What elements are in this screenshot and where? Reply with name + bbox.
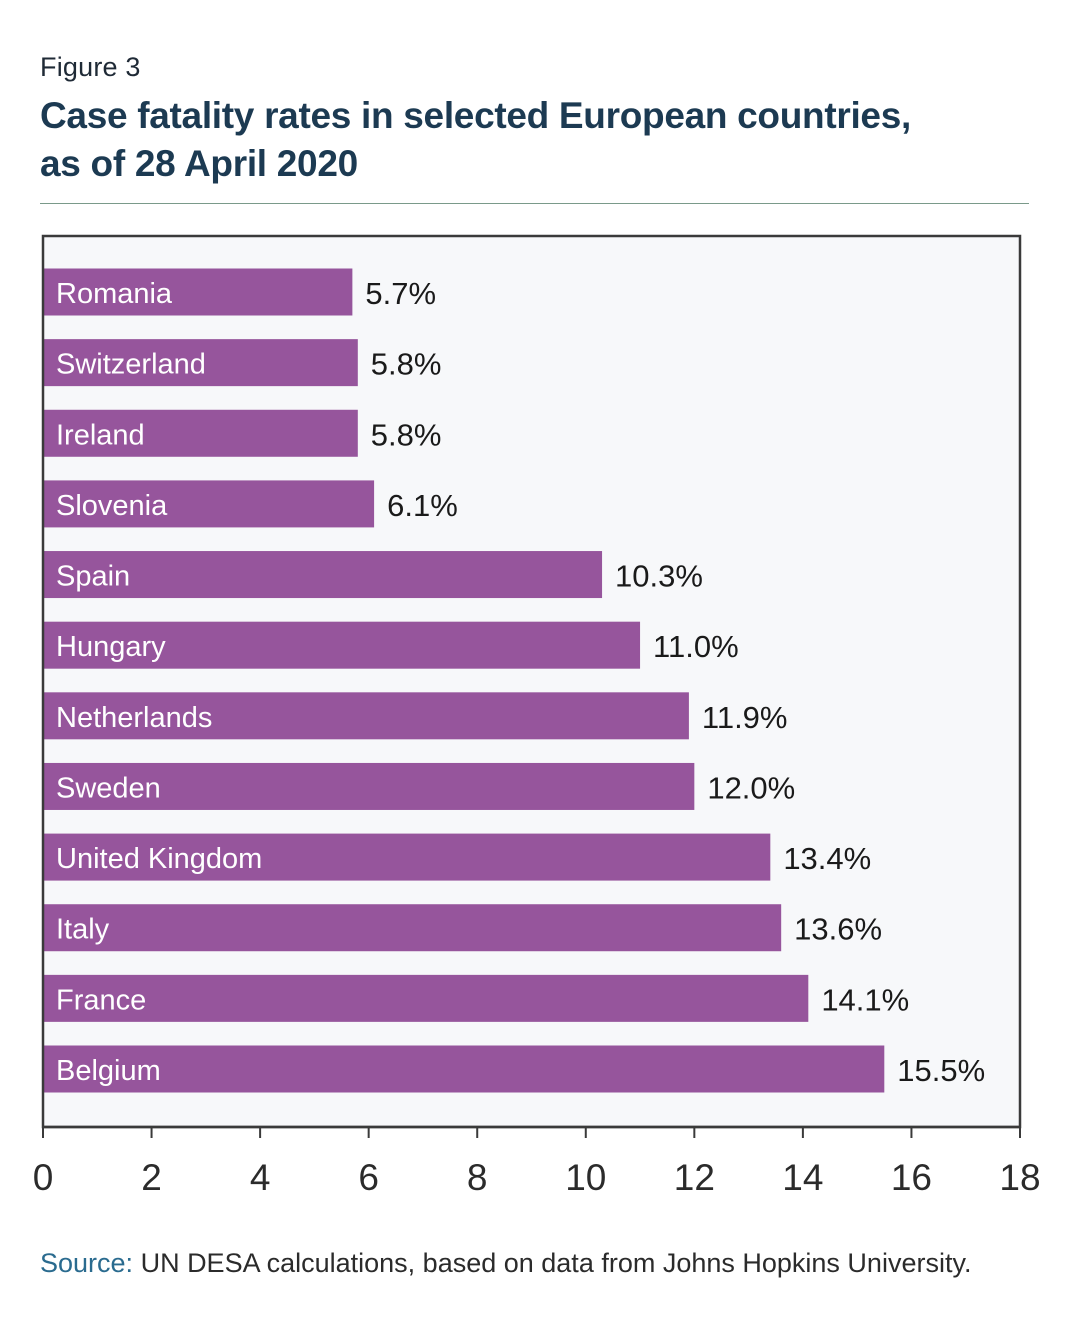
source-note: Source: UN DESA calculations, based on d… [40,1248,971,1279]
bar-category-label: Romania [56,278,173,310]
bar-category-label: Switzerland [56,349,206,381]
bar-group-sweden: Sweden 12.0% [43,762,795,810]
x-tick-label: 0 [33,1157,54,1198]
bar-value-label: 10.3% [615,559,703,594]
bar-category-label: Netherlands [56,702,212,734]
bars-layer: Romania 5.7% Switzerland 5.8% Ireland 5.8% Slo… [43,268,985,1093]
bar-value-label: 13.6% [794,912,882,947]
x-tick-label: 4 [250,1157,271,1198]
chart-title-line-1: Case fatality rates in selected European… [40,95,911,136]
bar-hungary [43,621,641,669]
bar-category-label: France [56,984,146,1016]
bar-italy [43,904,782,952]
bar-value-label: 6.1% [387,488,458,523]
x-tick-label: 14 [782,1157,823,1198]
bar-group-united-kingdom: United Kingdom 13.4% [43,833,871,881]
chart-title-line-2: as of 28 April 2020 [40,143,358,184]
bar-group-spain: Spain 10.3% [43,551,703,599]
bar-group-switzerland: Switzerland 5.8% [43,339,442,387]
bar-group-italy: Italy 13.6% [43,904,882,952]
bar-value-label: 11.9% [702,700,788,735]
bar-category-label: Spain [56,561,130,593]
x-tick-label: 18 [999,1157,1040,1198]
source-key: Source: [40,1248,134,1278]
x-tick-label: 6 [358,1157,379,1198]
bar-value-label: 14.1% [821,982,909,1017]
bar-value-label: 5.8% [371,347,442,382]
bar-value-label: 5.8% [371,417,442,452]
bar-romania [43,268,353,316]
figure-label: Figure 3 [40,52,141,82]
bar-category-label: Italy [56,914,110,946]
bar-category-label: Ireland [56,419,145,451]
bar-value-label: 5.7% [365,276,436,311]
bar-belgium [43,1045,885,1093]
bar-category-label: United Kingdom [56,843,262,875]
bar-netherlands [43,692,689,740]
bar-united-kingdom [43,833,771,881]
bar-category-label: Belgium [56,1055,161,1087]
bar-value-label: 13.4% [783,841,871,876]
bar-category-label: Hungary [56,631,166,663]
x-tick-label: 16 [891,1157,932,1198]
bar-category-label: Slovenia [56,490,168,522]
bar-group-ireland: Ireland 5.8% [43,409,442,457]
bar-group-slovenia: Slovenia 6.1% [43,480,458,528]
x-tick-label: 2 [141,1157,162,1198]
bar-spain [43,551,603,599]
x-tick-label: 8 [467,1157,488,1198]
bar-group-netherlands: Netherlands 11.9% [43,692,788,740]
bar-sweden [43,762,695,810]
bar-group-romania: Romania 5.7% [43,268,436,316]
bar-category-label: Sweden [56,772,161,804]
chart-title: Case fatality rates in selected European… [40,92,1020,188]
title-divider [40,203,1029,204]
bar-switzerland [43,339,358,387]
bar-slovenia [43,480,375,528]
bar-value-label: 12.0% [707,770,795,805]
source-text: UN DESA calculations, based on data from… [133,1248,972,1278]
bar-ireland [43,409,358,457]
bar-value-label: 11.0% [653,629,739,664]
x-tick-label: 10 [565,1157,606,1198]
x-axis: 0 2 4 6 8 10 12 14 16 18 [33,1125,1041,1198]
bar-group-hungary: Hungary 11.0% [43,621,739,669]
bar-group-belgium: Belgium 15.5% [43,1045,985,1093]
bar-value-label: 15.5% [897,1053,985,1088]
bar-france [43,974,809,1022]
bar-group-france: France 14.1% [43,974,909,1022]
x-tick-label: 12 [674,1157,715,1198]
